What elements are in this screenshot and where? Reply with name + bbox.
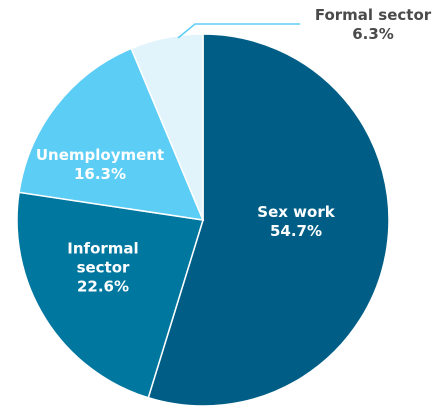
slice-name-unemployment: Unemployment <box>36 146 164 164</box>
pie-slice-unemployment <box>18 47 205 221</box>
slice-label-formal-sector: Formal sector 6.3% <box>315 6 432 43</box>
slice-percent-informal-sector: 22.6% <box>77 278 129 296</box>
slice-label-sex-work: Sex work 54.7% <box>257 203 335 240</box>
pie-slice-sex-work <box>147 33 390 407</box>
pie-slice-formal-sector <box>130 33 204 221</box>
slice-name-formal-sector: Formal sector <box>315 6 432 24</box>
slice-label-unemployment: Unemployment 16.3% <box>36 146 164 183</box>
slice-percent-sex-work: 54.7% <box>270 222 322 240</box>
pie-slice-informal-sector <box>16 191 204 399</box>
slice-labels: Sex work 54.7% Informal sector 22.6% Unemploy… <box>36 6 432 296</box>
slice-percent-formal-sector: 6.3% <box>352 25 394 43</box>
slice-name-informal-sector: Informal <box>67 240 138 258</box>
slice-label-informal-sector: Informal sector 22.6% <box>67 240 138 296</box>
slice-name-informal-sector: sector <box>77 259 130 277</box>
slice-percent-unemployment: 16.3% <box>74 165 126 183</box>
slice-name-sex-work: Sex work <box>257 203 335 221</box>
pie-slices <box>16 33 390 407</box>
formal-sector-leader-line <box>177 23 300 39</box>
